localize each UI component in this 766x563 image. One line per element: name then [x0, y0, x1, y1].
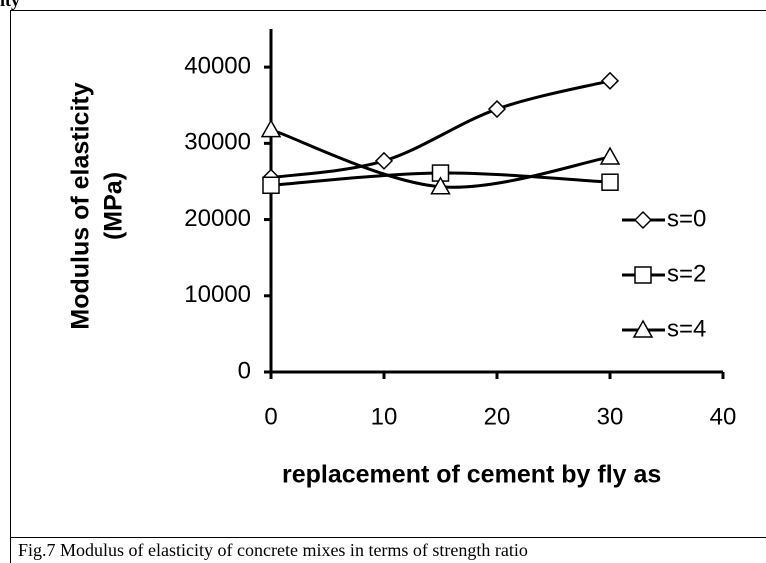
x-tick-label: 0 — [264, 403, 277, 430]
marker — [430, 176, 451, 195]
x-axis-label: replacement of cement by fly as — [282, 461, 661, 489]
legend-marker — [633, 210, 653, 230]
x-tick-label: 10 — [371, 403, 398, 430]
series-line — [270, 79, 611, 180]
y-tick-label: 10000 — [184, 281, 251, 308]
y-tick-label: 40000 — [184, 52, 251, 79]
y-axis-label: Modulus of elasticity — [67, 82, 95, 329]
y-tick-label: 0 — [238, 357, 251, 384]
legend-label: s=4 — [667, 315, 706, 342]
marker — [374, 151, 394, 170]
legend-marker — [634, 266, 652, 284]
legend-label: s=2 — [667, 260, 706, 287]
marker — [262, 176, 280, 195]
legend-label: s=0 — [667, 205, 706, 232]
x-tick-label: 40 — [710, 403, 737, 430]
y-tick-label: 20000 — [184, 205, 251, 232]
heading-fragment: ity — [0, 0, 20, 10]
marker — [600, 71, 620, 90]
y-tick-label: 30000 — [184, 129, 251, 156]
legend-marker — [632, 319, 654, 338]
marker — [599, 146, 621, 165]
x-tick-label: 30 — [597, 403, 624, 430]
caption: Fig.7 Modulus of elasticity of concrete … — [18, 540, 528, 560]
marker — [487, 99, 507, 119]
y-axis-label: (MPa) — [100, 172, 128, 240]
marker — [601, 173, 619, 191]
marker — [260, 119, 282, 138]
x-tick-label: 20 — [484, 403, 511, 430]
frame — [10, 10, 766, 563]
